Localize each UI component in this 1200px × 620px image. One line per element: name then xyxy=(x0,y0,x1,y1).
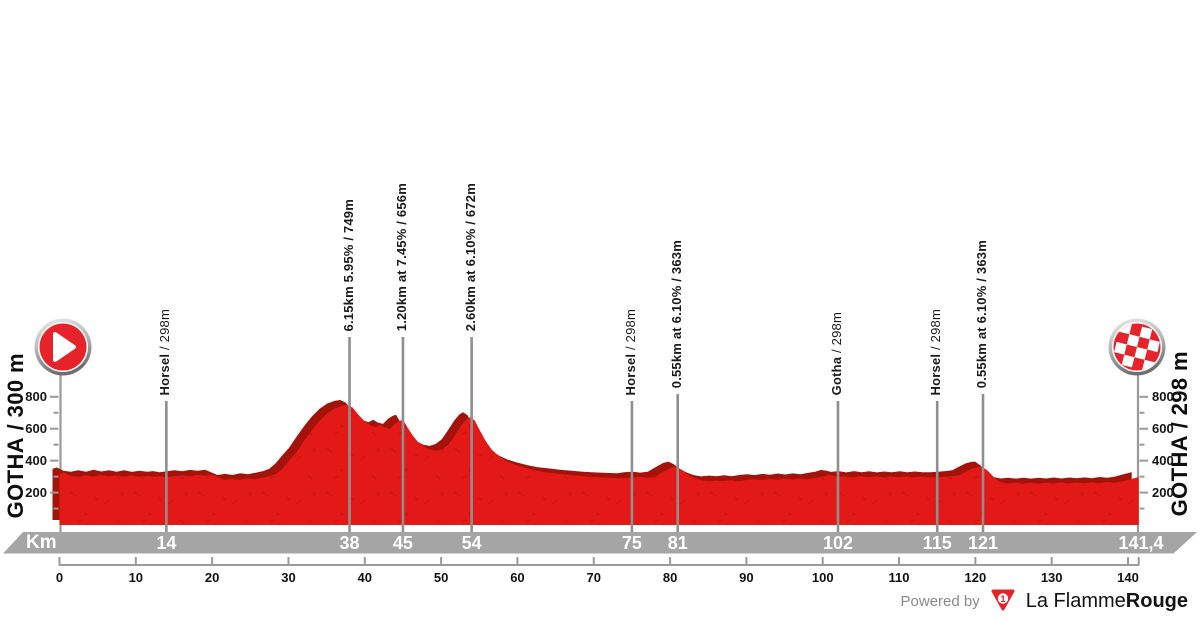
brand-text: La FlammeRouge xyxy=(1025,589,1188,612)
logo-digit: 1 xyxy=(1000,594,1006,605)
footer: Powered by 1 La FlammeRouge xyxy=(901,588,1188,614)
la-flamme-rouge-icon: 1 xyxy=(991,589,1015,611)
powered-by-text: Powered by xyxy=(900,592,980,610)
start-icon xyxy=(34,318,92,376)
finish-icon xyxy=(1108,318,1166,376)
km-band xyxy=(3,532,1197,554)
play-icon xyxy=(53,332,76,362)
profile-texture xyxy=(59,405,1139,525)
